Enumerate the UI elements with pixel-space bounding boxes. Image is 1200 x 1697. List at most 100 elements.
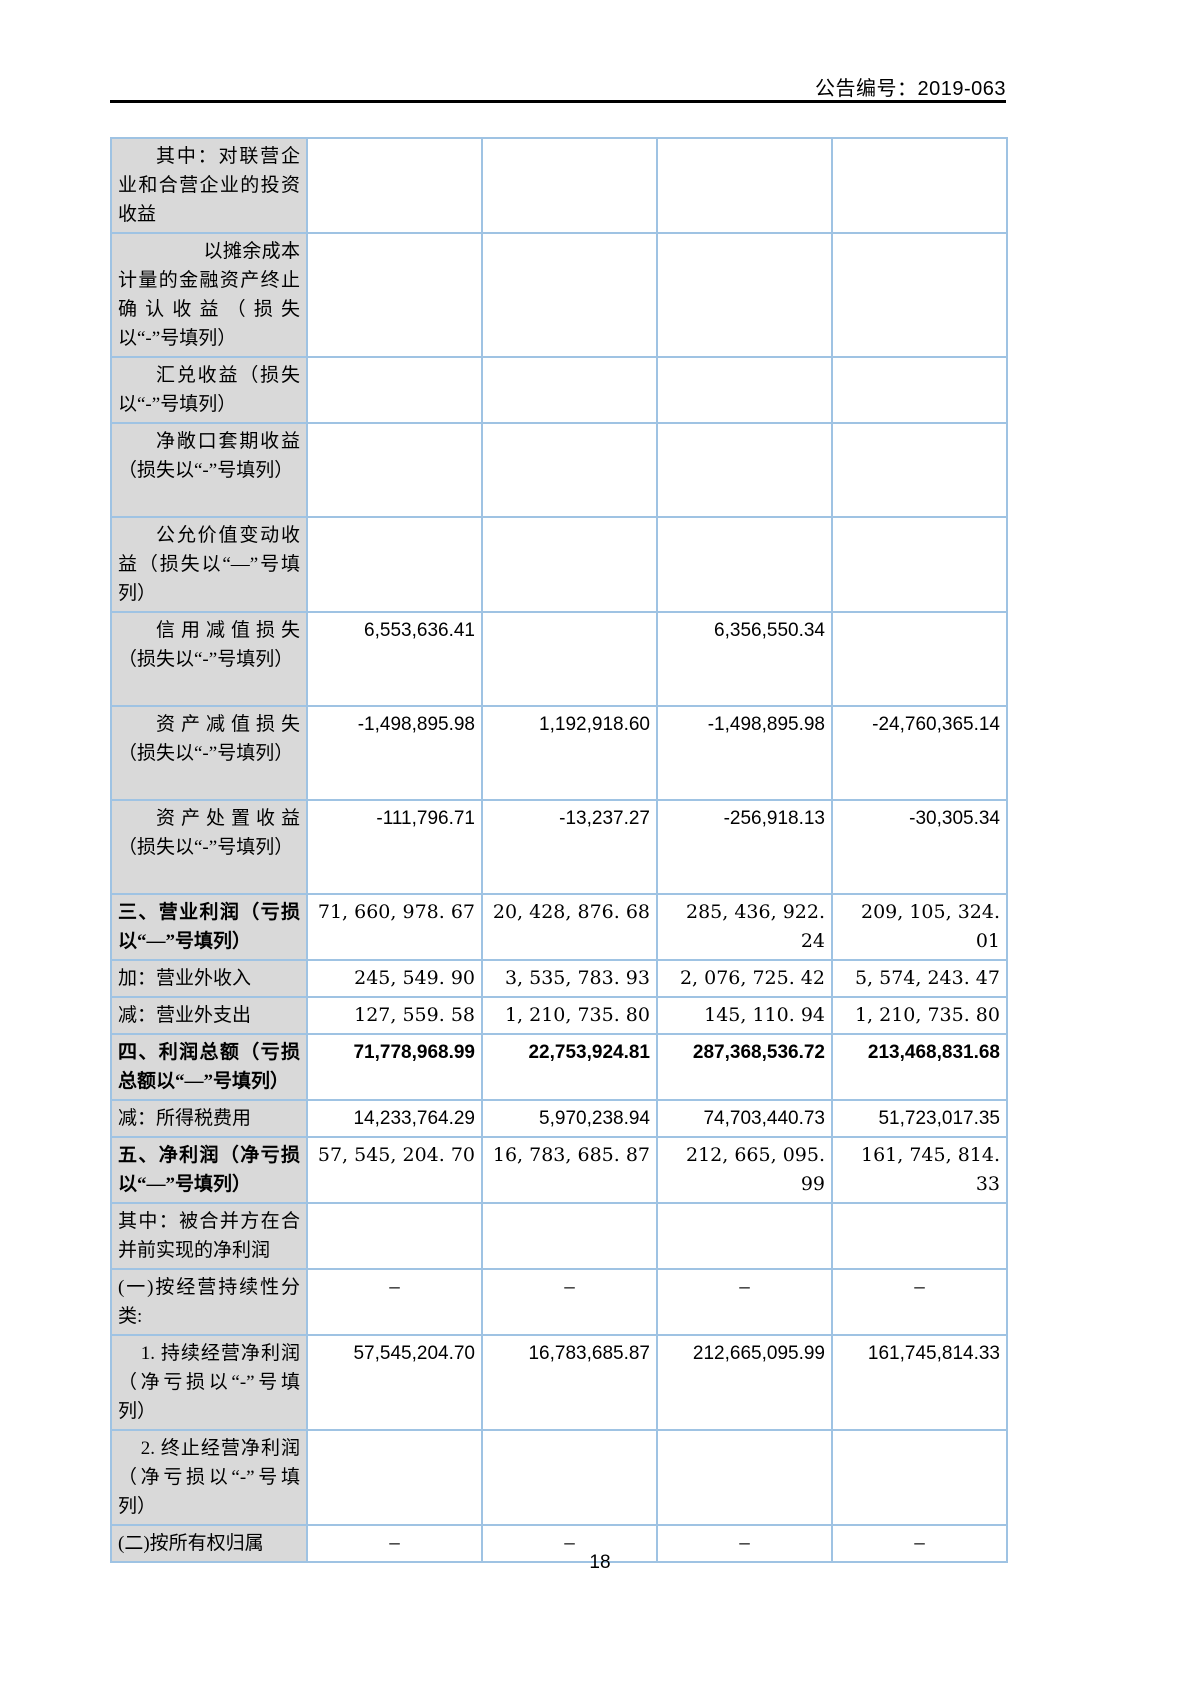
- value-cell: 57,545,204.70: [306, 1334, 483, 1431]
- row-label-cell: 五、净利润（净亏损以“—”号填列）: [110, 1136, 308, 1204]
- value-cell: 57, 545, 204. 70: [306, 1136, 483, 1204]
- table-row: 以摊余成本计量的金融资产终止确认收益（损失以“-”号填列）: [110, 232, 1008, 358]
- table-row: (二)按所有权归属 – – – –: [110, 1524, 1008, 1563]
- row-label-cell: 资产处置收益（损失以“-”号填列）: [110, 799, 308, 895]
- value-cell: [306, 516, 483, 613]
- value-cell: [481, 137, 658, 234]
- table-row: 2. 终止经营净利润（净亏损以“-”号填列）: [110, 1429, 1008, 1526]
- value-cell: 2, 076, 725. 42: [656, 959, 833, 998]
- value-cell: [481, 1202, 658, 1270]
- value-cell: [656, 1202, 833, 1270]
- value-cell: 74,703,440.73: [656, 1099, 833, 1138]
- value-cell: [656, 137, 833, 234]
- value-cell: 6,356,550.34: [656, 611, 833, 707]
- table-row: 加：营业外收入 245, 549. 90 3, 535, 783. 93 2, 076…: [110, 959, 1008, 998]
- value-cell: 3, 535, 783. 93: [481, 959, 658, 998]
- table-row: 减：营业外支出 127, 559. 58 1, 210, 735. 80 145, 1…: [110, 996, 1008, 1035]
- row-label-cell: 公允价值变动收益（损失以“—”号填列）: [110, 516, 308, 613]
- row-label-cell: 其中：对联营企业和合营企业的投资收益: [110, 137, 308, 234]
- value-cell: 16,783,685.87: [481, 1334, 658, 1431]
- row-label-cell: 净敞口套期收益（损失以“-”号填列）: [110, 422, 308, 518]
- value-cell: [656, 516, 833, 613]
- value-cell: 161, 745, 814. 33: [831, 1136, 1008, 1204]
- row-label-cell: 加：营业外收入: [110, 959, 308, 998]
- income-statement-body: 其中：对联营企业和合营企业的投资收益 以摊余成本计量的金融资产终止确认收益（损失以…: [110, 137, 1008, 1563]
- table-row: 五、净利润（净亏损以“—”号填列） 57, 545, 204. 70 16, 783…: [110, 1136, 1008, 1204]
- value-cell: [656, 356, 833, 424]
- value-cell: [481, 516, 658, 613]
- value-cell: 245, 549. 90: [306, 959, 483, 998]
- value-cell: 71, 660, 978. 67: [306, 893, 483, 961]
- value-cell: [831, 232, 1008, 358]
- value-cell: -30,305.34: [831, 799, 1008, 895]
- value-cell: –: [831, 1268, 1008, 1336]
- value-cell: 212,665,095.99: [656, 1334, 833, 1431]
- value-cell: -24,760,365.14: [831, 705, 1008, 801]
- value-cell: 20, 428, 876. 68: [481, 893, 658, 961]
- income-statement-table: 其中：对联营企业和合营企业的投资收益 以摊余成本计量的金融资产终止确认收益（损失以…: [110, 137, 1008, 1563]
- value-cell: 71,778,968.99: [306, 1033, 483, 1101]
- value-cell: [306, 422, 483, 518]
- value-cell: 14,233,764.29: [306, 1099, 483, 1138]
- row-label-cell: 2. 终止经营净利润（净亏损以“-”号填列）: [110, 1429, 308, 1526]
- value-cell: 145, 110. 94: [656, 996, 833, 1035]
- value-cell: [306, 137, 483, 234]
- row-label-cell: 信用减值损失（损失以“-”号填列）: [110, 611, 308, 707]
- doc-number: 公告编号：2019-063: [814, 78, 1006, 100]
- row-label-cell: (二)按所有权归属: [110, 1524, 308, 1563]
- value-cell: –: [656, 1268, 833, 1336]
- value-cell: [656, 422, 833, 518]
- value-cell: 212, 665, 095. 99: [656, 1136, 833, 1204]
- value-cell: 16, 783, 685. 87: [481, 1136, 658, 1204]
- row-label-cell: 其中：被合并方在合并前实现的净利润: [110, 1202, 308, 1270]
- value-cell: –: [481, 1268, 658, 1336]
- value-cell: [481, 356, 658, 424]
- value-cell: 213,468,831.68: [831, 1033, 1008, 1101]
- value-cell: [831, 137, 1008, 234]
- value-cell: 5,970,238.94: [481, 1099, 658, 1138]
- value-cell: [831, 356, 1008, 424]
- value-cell: [481, 1429, 658, 1526]
- value-cell: -13,237.27: [481, 799, 658, 895]
- table-row: 减：所得税费用 14,233,764.29 5,970,238.94 74,703,4…: [110, 1099, 1008, 1138]
- value-cell: -1,498,895.98: [306, 705, 483, 801]
- value-cell: 161,745,814.33: [831, 1334, 1008, 1431]
- value-cell: -256,918.13: [656, 799, 833, 895]
- value-cell: -1,498,895.98: [656, 705, 833, 801]
- value-cell: 1,192,918.60: [481, 705, 658, 801]
- value-cell: –: [306, 1524, 483, 1563]
- value-cell: [831, 1202, 1008, 1270]
- value-cell: 22,753,924.81: [481, 1033, 658, 1101]
- table-row: 其中：被合并方在合并前实现的净利润: [110, 1202, 1008, 1270]
- value-cell: [306, 232, 483, 358]
- table-row: 净敞口套期收益（损失以“-”号填列）: [110, 422, 1008, 518]
- value-cell: [481, 611, 658, 707]
- header-rule: [110, 100, 1006, 103]
- value-cell: [831, 611, 1008, 707]
- table-row: 汇兑收益（损失以“-”号填列）: [110, 356, 1008, 424]
- table-row: 资产减值损失（损失以“-”号填列） -1,498,895.98 1,192,918.…: [110, 705, 1008, 801]
- value-cell: 285, 436, 922. 24: [656, 893, 833, 961]
- value-cell: [831, 1429, 1008, 1526]
- row-label-cell: 三、营业利润（亏损以“—”号填列）: [110, 893, 308, 961]
- page-number: 18: [589, 1552, 611, 1573]
- row-label-cell: 汇兑收益（损失以“-”号填列）: [110, 356, 308, 424]
- row-label-cell: (一)按经营持续性分类:: [110, 1268, 308, 1336]
- table-row: 其中：对联营企业和合营企业的投资收益: [110, 137, 1008, 234]
- value-cell: [656, 1429, 833, 1526]
- table-row: 1. 持续经营净利润（净亏损以“-”号填列） 57,545,204.70 16,78…: [110, 1334, 1008, 1431]
- value-cell: [306, 1202, 483, 1270]
- value-cell: [306, 356, 483, 424]
- value-cell: 1, 210, 735. 80: [831, 996, 1008, 1035]
- table-row: 公允价值变动收益（损失以“—”号填列）: [110, 516, 1008, 613]
- value-cell: [481, 422, 658, 518]
- row-label-cell: 减：所得税费用: [110, 1099, 308, 1138]
- value-cell: 6,553,636.41: [306, 611, 483, 707]
- table-row: 四、利润总额（亏损总额以“—”号填列） 71,778,968.99 22,753,9…: [110, 1033, 1008, 1101]
- value-cell: –: [481, 1524, 658, 1563]
- table-row: 信用减值损失（损失以“-”号填列） 6,553,636.41 6,356,550.3…: [110, 611, 1008, 707]
- value-cell: [831, 516, 1008, 613]
- value-cell: 209, 105, 324. 01: [831, 893, 1008, 961]
- value-cell: 1, 210, 735. 80: [481, 996, 658, 1035]
